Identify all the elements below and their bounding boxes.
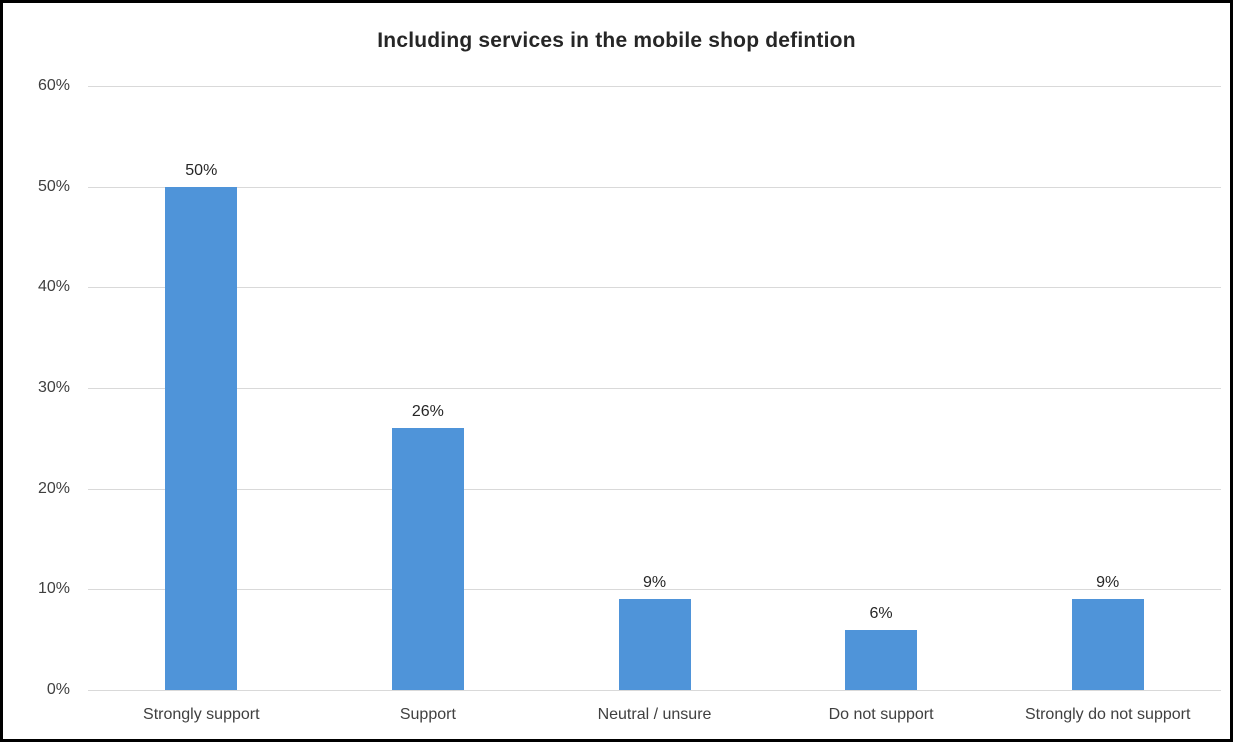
y-tick-label: 0% — [46, 681, 70, 698]
gridline-0% — [88, 690, 1221, 691]
gridline-50% — [88, 186, 1221, 188]
bar-strongly-support — [165, 186, 238, 690]
bar-neutral-unsure — [618, 599, 691, 690]
x-category-label: Do not support — [828, 706, 934, 723]
bar-value-label: 9% — [1096, 574, 1120, 592]
bar-value-label: 50% — [185, 161, 218, 179]
x-category-label: Strongly do not support — [1024, 706, 1191, 723]
bar-value-label: 9% — [642, 574, 667, 592]
y-tick-label: 50% — [37, 177, 70, 195]
chart-title: Including services in the mobile shop de… — [377, 29, 856, 52]
gridline-20% — [88, 488, 1221, 490]
x-category-label: Neutral / unsure — [597, 706, 712, 723]
bar-value-label: 26% — [411, 403, 444, 421]
bar-do-not-support — [845, 629, 918, 690]
bar-strongly-do-not-support — [1071, 599, 1144, 690]
y-tick-label: 20% — [37, 479, 70, 497]
gridline-40% — [88, 287, 1221, 289]
bar-support — [391, 428, 464, 690]
gridline-10% — [88, 589, 1221, 591]
gridline-30% — [88, 388, 1221, 389]
gridline-60% — [88, 86, 1221, 87]
y-tick-label: 10% — [37, 580, 70, 598]
x-category-label: Support — [399, 706, 456, 723]
bar-value-label: 6% — [869, 604, 893, 622]
plot-area: 50% 26% 9% 6% 9% — [88, 86, 1221, 691]
y-tick-label: 60% — [37, 77, 70, 94]
x-category-label: Strongly support — [143, 706, 260, 723]
y-tick-label: 30% — [37, 379, 70, 396]
y-tick-label: 40% — [37, 278, 70, 296]
